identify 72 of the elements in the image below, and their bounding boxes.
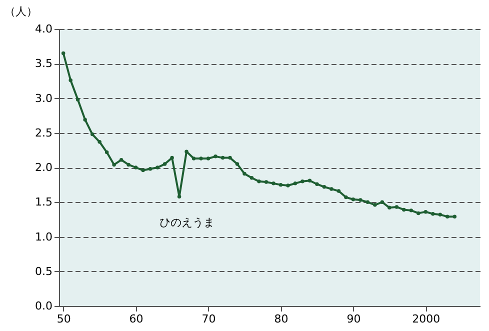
point: [358, 198, 362, 202]
point: [300, 179, 304, 184]
y-tick-label: 1.0: [35, 230, 52, 244]
point: [228, 156, 232, 160]
y-tick-label: 3.0: [35, 92, 52, 105]
point: [83, 118, 87, 122]
point: [322, 185, 326, 189]
point: [366, 200, 370, 204]
point: [388, 206, 392, 210]
point: [293, 182, 298, 186]
point: [452, 214, 457, 219]
point: [112, 162, 116, 167]
point: [192, 156, 196, 160]
point: [394, 205, 399, 209]
point: [119, 158, 124, 162]
point: [214, 154, 218, 158]
point: [351, 197, 356, 202]
point: [199, 156, 203, 160]
point: [126, 162, 130, 167]
point: [76, 98, 80, 102]
point: [156, 166, 160, 170]
point: [242, 172, 246, 176]
point: [330, 187, 334, 191]
point: [380, 200, 384, 204]
point: [278, 182, 283, 187]
point: [286, 184, 290, 188]
y-tick-label: 0.0: [35, 300, 52, 312]
point: [250, 176, 254, 180]
y-tick-label: 3.5: [35, 57, 52, 70]
point: [308, 178, 312, 183]
y-tick-label: 1.5: [35, 196, 52, 209]
y-tick-label: 2.0: [35, 161, 52, 174]
point: [162, 162, 167, 166]
point: [416, 211, 420, 216]
point: [431, 212, 435, 216]
x-tick-label: 70: [202, 312, 216, 326]
point: [409, 208, 414, 212]
point: [264, 180, 268, 184]
point: [104, 150, 109, 154]
point: [68, 78, 72, 82]
point: [373, 203, 377, 207]
point: [220, 156, 225, 160]
point: [446, 214, 450, 219]
y-tick-label: 2.5: [35, 126, 52, 140]
y-axis-title: （人）: [4, 5, 38, 18]
y-tick-label: 0.5: [35, 264, 52, 278]
point: [438, 212, 442, 216]
point: [235, 162, 240, 166]
x-tick-label: 80: [274, 312, 288, 326]
point: [272, 182, 276, 186]
point: [344, 195, 348, 200]
y-tick-label: 4.0: [35, 22, 52, 36]
point: [61, 51, 66, 56]
point: [148, 167, 152, 171]
x-tick-label: 60: [129, 312, 144, 326]
point: [98, 140, 102, 144]
point: [177, 194, 182, 198]
point: [90, 132, 94, 136]
point: [170, 156, 174, 160]
point: [141, 168, 145, 172]
point: [336, 189, 341, 193]
x-tick-label: 90: [346, 312, 361, 326]
point: [315, 182, 319, 186]
point: [184, 150, 188, 154]
x-tick-label: 50: [56, 312, 71, 326]
annotation: ひのえうま: [160, 216, 214, 229]
point: [257, 179, 261, 184]
x-tick-label: 2000: [412, 312, 440, 326]
point: [424, 210, 428, 214]
point: [134, 166, 138, 170]
point: [206, 156, 210, 160]
point: [402, 208, 406, 212]
